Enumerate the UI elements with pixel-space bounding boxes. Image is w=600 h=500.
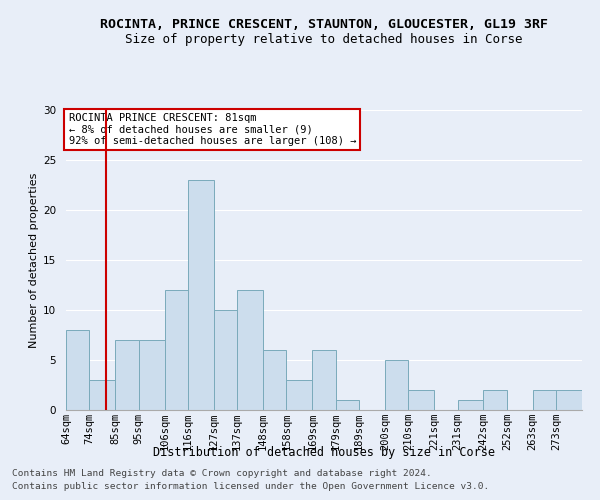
Bar xyxy=(66,330,89,410)
Bar xyxy=(188,180,214,410)
Bar xyxy=(89,380,115,410)
Bar xyxy=(385,360,409,410)
Text: Size of property relative to detached houses in Corse: Size of property relative to detached ho… xyxy=(125,32,523,46)
Bar xyxy=(286,380,312,410)
Text: ROCINTA, PRINCE CRESCENT, STAUNTON, GLOUCESTER, GL19 3RF: ROCINTA, PRINCE CRESCENT, STAUNTON, GLOU… xyxy=(100,18,548,30)
Bar xyxy=(336,400,359,410)
Bar xyxy=(312,350,336,410)
Bar xyxy=(556,390,582,410)
Text: ROCINTA PRINCE CRESCENT: 81sqm
← 8% of detached houses are smaller (9)
92% of se: ROCINTA PRINCE CRESCENT: 81sqm ← 8% of d… xyxy=(68,113,356,146)
Bar xyxy=(115,340,139,410)
Text: Contains public sector information licensed under the Open Government Licence v3: Contains public sector information licen… xyxy=(12,482,489,491)
Bar xyxy=(164,290,188,410)
Bar xyxy=(533,390,556,410)
Text: Distribution of detached houses by size in Corse: Distribution of detached houses by size … xyxy=(153,446,495,459)
Bar xyxy=(484,390,507,410)
Y-axis label: Number of detached properties: Number of detached properties xyxy=(29,172,39,348)
Bar xyxy=(458,400,484,410)
Bar xyxy=(237,290,263,410)
Bar xyxy=(139,340,164,410)
Bar xyxy=(214,310,237,410)
Text: Contains HM Land Registry data © Crown copyright and database right 2024.: Contains HM Land Registry data © Crown c… xyxy=(12,468,432,477)
Bar xyxy=(263,350,286,410)
Bar xyxy=(409,390,434,410)
